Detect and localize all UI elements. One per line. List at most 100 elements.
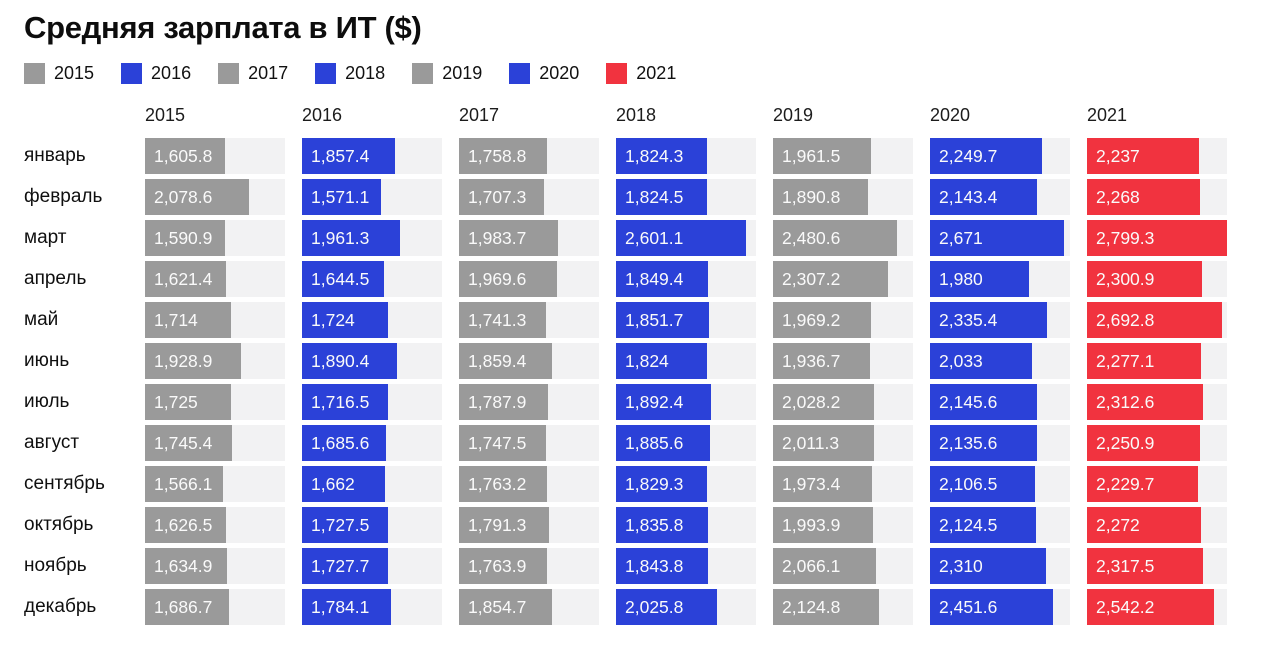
bar-cell: 1,824.5: [616, 179, 756, 215]
bar-value-label: 1,634.9: [154, 555, 213, 576]
bar: 1,727.5: [302, 507, 389, 543]
bar-value-label: 1,725: [154, 391, 198, 412]
bar-value-label: 2,249.7: [939, 145, 998, 166]
bar: 1,936.7: [773, 343, 870, 379]
bar-value-label: 1,969.2: [782, 309, 841, 330]
legend-label: 2015: [54, 63, 95, 83]
bar: 2,078.6: [145, 179, 249, 215]
bar: 1,605.8: [145, 138, 226, 174]
bar: 2,272: [1087, 507, 1201, 543]
bar: 1,973.4: [773, 466, 872, 502]
bar-cell: 2,335.4: [930, 302, 1070, 338]
bar-value-label: 2,310: [939, 555, 983, 576]
bar-cell: 2,106.5: [930, 466, 1070, 502]
bar-value-label: 1,854.7: [468, 596, 527, 617]
bar-cell: 1,566.1: [145, 466, 285, 502]
bar-value-label: 2,135.6: [939, 432, 998, 453]
bar: 2,033: [930, 343, 1032, 379]
bar-cell: 2,011.3: [773, 425, 913, 461]
bar-cell: 1,829.3: [616, 466, 756, 502]
bar-cell: 2,317.5: [1087, 548, 1227, 584]
legend-swatch-icon: [509, 63, 531, 84]
bar: 1,824.3: [616, 138, 708, 174]
bar-value-label: 2,312.6: [1096, 391, 1155, 412]
bar-cell: 2,310: [930, 548, 1070, 584]
bar-cell: 2,601.1: [616, 220, 756, 256]
bar-value-label: 1,890.8: [782, 186, 841, 207]
bar-cell: 1,724: [302, 302, 442, 338]
bar-value-label: 1,758.8: [468, 145, 527, 166]
row-label-month: июнь: [24, 350, 70, 371]
bar-cell: 1,716.5: [302, 384, 442, 420]
bar-cell: 1,727.5: [302, 507, 442, 543]
bar-value-label: 2,124.5: [939, 514, 998, 535]
legend-item-2020: 2020: [509, 63, 579, 84]
bar: 1,566.1: [145, 466, 224, 502]
bar-cell: 2,143.4: [930, 179, 1070, 215]
bar: 1,787.9: [459, 384, 549, 420]
bar-cell: 1,849.4: [616, 261, 756, 297]
bar: 2,106.5: [930, 466, 1036, 502]
legend-swatch-icon: [24, 63, 45, 84]
bar-cell: 1,936.7: [773, 343, 913, 379]
bar-cell: 1,621.4: [145, 261, 285, 297]
bar-value-label: 1,829.3: [625, 473, 684, 494]
legend-item-2021: 2021: [606, 63, 676, 84]
bar-value-label: 1,662: [311, 473, 355, 494]
row-label-month: февраль: [24, 186, 103, 207]
bar: 1,571.1: [302, 179, 381, 215]
bar-cell: 2,268: [1087, 179, 1227, 215]
bar-value-label: 1,741.3: [468, 309, 527, 330]
bar-value-label: 2,025.8: [625, 596, 684, 617]
bar-cell: 2,542.2: [1087, 589, 1227, 625]
bar-value-label: 2,451.6: [939, 596, 998, 617]
bar-cell: 1,843.8: [616, 548, 756, 584]
bar-cell: 1,980: [930, 261, 1070, 297]
legend: 2015 2016 2017 2018 2019 2020 2021: [24, 63, 1280, 84]
bar: 1,745.4: [145, 425, 233, 461]
bar-value-label: 1,849.4: [625, 268, 684, 289]
bar-cell: 1,787.9: [459, 384, 599, 420]
bar-value-label: 2,799.3: [1096, 227, 1155, 248]
bar-cell: 1,758.8: [459, 138, 599, 174]
bar: 2,268: [1087, 179, 1201, 215]
row-label-month: сентябрь: [24, 473, 105, 494]
bar: 2,124.8: [773, 589, 880, 625]
bar-value-label: 2,307.2: [782, 268, 841, 289]
bar: 2,692.8: [1087, 302, 1222, 338]
bar: 2,028.2: [773, 384, 875, 420]
bar-cell: 1,983.7: [459, 220, 599, 256]
bar-cell: 2,066.1: [773, 548, 913, 584]
bar-cell: 2,124.5: [930, 507, 1070, 543]
legend-item-2015: 2015: [24, 63, 94, 84]
bar-cell: 1,857.4: [302, 138, 442, 174]
bar-cell: 2,480.6: [773, 220, 913, 256]
bar: 2,307.2: [773, 261, 889, 297]
legend-swatch-icon: [315, 63, 337, 84]
bar: 2,249.7: [930, 138, 1043, 174]
bar-cell: 1,835.8: [616, 507, 756, 543]
column-header-2019: 2019: [773, 105, 814, 125]
bar: 1,824.5: [616, 179, 708, 215]
bar-value-label: 2,033: [939, 350, 983, 371]
bar-value-label: 1,621.4: [154, 268, 213, 289]
bar: 2,799.3: [1087, 220, 1227, 256]
bar-cell: 1,686.7: [145, 589, 285, 625]
bar: 1,983.7: [459, 220, 559, 256]
bar-value-label: 1,993.9: [782, 514, 841, 535]
bar-cell: 2,124.8: [773, 589, 913, 625]
bar: 2,601.1: [616, 220, 747, 256]
bar-value-label: 2,106.5: [939, 473, 998, 494]
bar-value-label: 2,335.4: [939, 309, 998, 330]
bar-value-label: 1,707.3: [468, 186, 527, 207]
bar: 1,741.3: [459, 302, 547, 338]
bar-value-label: 1,969.6: [468, 268, 527, 289]
bar-cell: 2,250.9: [1087, 425, 1227, 461]
legend-label: 2020: [539, 63, 580, 83]
bar-cell: 2,799.3: [1087, 220, 1227, 256]
bar-cell: 2,025.8: [616, 589, 756, 625]
bar-cell: 1,890.4: [302, 343, 442, 379]
bar-value-label: 2,601.1: [625, 227, 684, 248]
bar: 1,980: [930, 261, 1029, 297]
bar-value-label: 1,851.7: [625, 309, 684, 330]
